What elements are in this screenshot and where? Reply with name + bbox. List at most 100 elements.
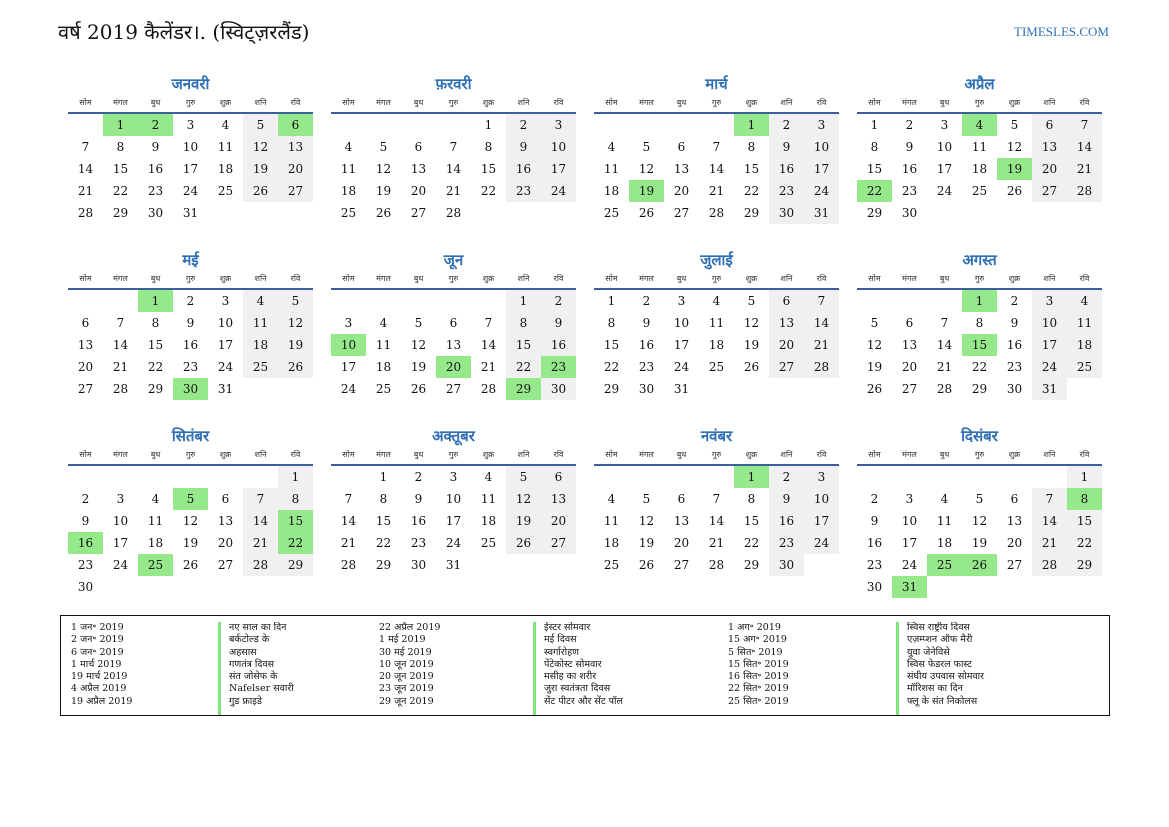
month-calendar: जून सोम मंगल बुध गुरु शुक्र शनि रवि 1 2 3 4 5 6 7 8 9 10 1… [331, 248, 576, 424]
day-cell: 22 [743, 184, 760, 198]
holiday-day-cell: 22 [278, 532, 313, 554]
holiday-name: स्विस राष्ट्रीय दिवस [907, 622, 970, 633]
day-cell: 27 [673, 206, 690, 220]
day-cell: 6 [905, 316, 914, 330]
day-cell: 3 [541, 114, 576, 136]
day-cell: 29 [112, 206, 129, 220]
day-cell: 24 [936, 184, 953, 198]
day-cell: 10 [804, 136, 839, 158]
day-cell: 1 [1067, 466, 1102, 488]
weekday-label: रवि [290, 274, 301, 283]
day-cell: 12 [243, 136, 278, 158]
empty-cell [594, 114, 629, 136]
month-name: मार्च [705, 75, 728, 93]
weekday-label: गुरु [974, 450, 985, 459]
day-cell: 9 [541, 312, 576, 334]
day-cell: 30 [769, 202, 804, 224]
legend-names-column: ईस्टर सोमवार मई दिवस स्वर्गारोहण पेंटेकोस्ट… [533, 622, 728, 715]
day-cell: 21 [708, 536, 725, 550]
day-cell: 5 [870, 316, 879, 330]
weekday-label: बुध [150, 98, 161, 107]
weekday-label: सोम [79, 274, 92, 283]
weekday-label: शनि [1043, 98, 1056, 107]
month-name: अगस्त [962, 251, 997, 269]
month-name: अक्तूबर [432, 427, 475, 445]
weekday-label: गुरु [711, 450, 722, 459]
holiday-name: Nafelser सवारी [229, 683, 294, 695]
day-cell: 4 [712, 294, 721, 308]
day-cell: 25 [340, 206, 357, 220]
day-cell: 11 [971, 140, 988, 154]
day-cell: 4 [243, 290, 278, 312]
holiday-day-cell: 19 [629, 180, 664, 202]
day-grid: 1 2 3 4 5 6 7 8 9 10 11 12 13 14 15 16 17 18 19 20 21 22 23 24 2… [331, 114, 576, 224]
weekday-label: बुध [939, 98, 950, 107]
day-cell: 24 [217, 360, 234, 374]
empty-cell [471, 290, 506, 312]
day-cell: 18 [217, 162, 234, 176]
day-cell: 17 [901, 536, 918, 550]
day-cell: 16 [147, 162, 164, 176]
day-cell: 31 [445, 558, 462, 572]
weekday-header: सोम मंगल बुध गुरु शुक्र शनि रवि [68, 272, 313, 290]
day-cell: 22 [971, 360, 988, 374]
empty-cell [699, 114, 734, 136]
day-cell: 5 [642, 492, 651, 506]
day-cell: 21 [1067, 158, 1102, 180]
weekday-label: बुध [939, 450, 950, 459]
day-cell: 8 [379, 492, 388, 506]
day-grid: 1 2 3 4 5 6 7 8 9 10 11 12 13 14 15 16 17 18 19 20 21 22 23 24 2… [594, 466, 839, 576]
day-cell: 16 [506, 158, 541, 180]
empty-cell [103, 290, 138, 312]
weekday-label: मंगल [902, 98, 917, 107]
day-cell: 27 [410, 206, 427, 220]
day-cell: 3 [116, 492, 125, 506]
day-cell: 24 [1032, 356, 1067, 378]
day-cell: 21 [112, 360, 129, 374]
holiday-day-cell: 15 [278, 510, 313, 532]
day-cell: 1 [379, 470, 388, 484]
weekday-header: सोम मंगल बुध गुरु शुक्र शनि रवि [331, 272, 576, 290]
day-cell: 25 [375, 382, 392, 396]
weekday-label: सोम [868, 98, 881, 107]
day-cell: 8 [607, 316, 616, 330]
day-cell: 10 [1032, 312, 1067, 334]
day-cell: 9 [414, 492, 423, 506]
empty-cell [243, 466, 278, 488]
weekday-label: शुक्र [1008, 450, 1021, 459]
empty-cell [208, 466, 243, 488]
weekday-label: गुरु [711, 98, 722, 107]
day-cell: 25 [603, 558, 620, 572]
month-calendar: मई सोम मंगल बुध गुरु शुक्र शनि रवि 1 2 3 4 5 6 7 8 9 10 11… [68, 248, 313, 424]
day-cell: 12 [866, 338, 883, 352]
empty-cell [962, 466, 997, 488]
day-cell: 13 [901, 338, 918, 352]
day-cell: 12 [638, 162, 655, 176]
day-cell: 16 [1006, 338, 1023, 352]
day-cell: 4 [344, 140, 353, 154]
holiday-name: स्विस फेडरल फास्ट [907, 658, 972, 670]
day-cell: 11 [243, 312, 278, 334]
day-cell: 19 [743, 338, 760, 352]
day-cell: 24 [541, 180, 576, 202]
day-cell: 22 [1067, 532, 1102, 554]
day-cell: 14 [112, 338, 129, 352]
day-cell: 3 [186, 118, 195, 132]
weekday-label: शुक्र [482, 274, 495, 283]
weekday-label: गुरु [974, 274, 985, 283]
day-cell: 14 [77, 162, 94, 176]
weekday-label: शनि [517, 274, 530, 283]
site-link[interactable]: TIMESLES.COM [1014, 24, 1109, 39]
holiday-day-cell: 15 [962, 334, 997, 356]
day-cell: 2 [186, 294, 195, 308]
day-cell: 6 [769, 290, 804, 312]
weekday-label: शुक्र [1008, 274, 1021, 283]
day-cell: 13 [673, 514, 690, 528]
holiday-date: 22 अप्रैल 2019 [379, 622, 441, 633]
day-cell: 15 [112, 162, 129, 176]
day-cell: 24 [445, 536, 462, 550]
empty-cell [997, 466, 1032, 488]
day-cell: 20 [410, 184, 427, 198]
holiday-date: 22 सित॰ 2019 [728, 683, 789, 695]
day-cell: 3 [804, 114, 839, 136]
